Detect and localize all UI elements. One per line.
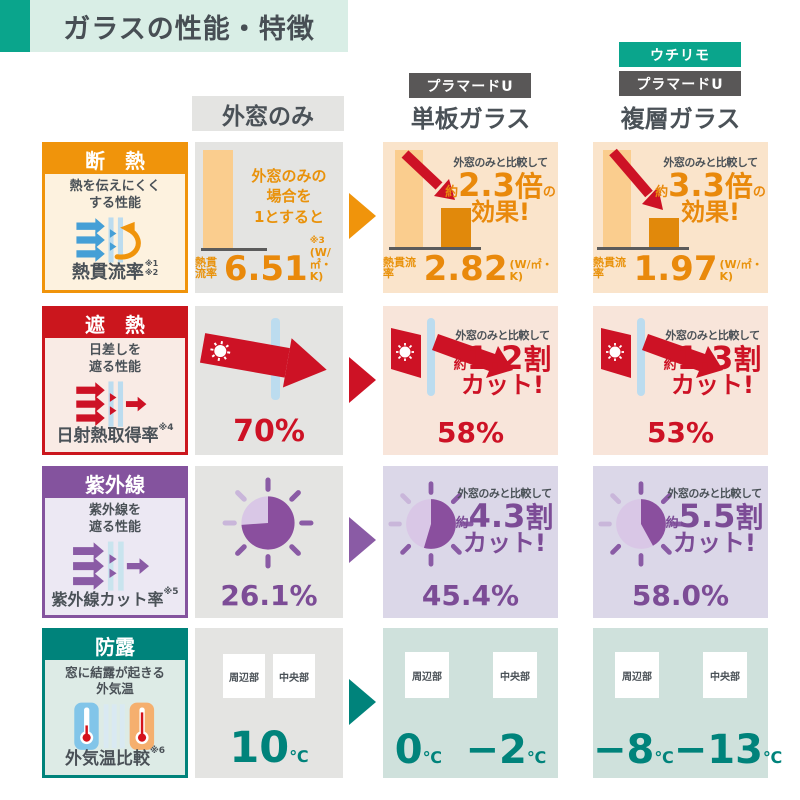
insulation-outer-caption: 外窓のみの 場合を 1とすると	[251, 167, 327, 226]
drop-arrow-icon	[609, 148, 663, 210]
label-center-part: 中央部	[703, 652, 747, 698]
insulation-outer-note: ※3	[309, 235, 325, 246]
condensation-double-center-value: −13℃	[673, 726, 783, 773]
column-header-double-glass: 複層ガラス	[620, 105, 741, 133]
bar-baseline	[389, 247, 481, 250]
insulation-single-callout: 外窓のみと比較して 約2.3倍の 効果!	[445, 156, 556, 226]
insulation-single-cell: 外窓のみと比較して 約2.3倍の 効果! 熱貫流率 2.82 (W/㎡・K)	[383, 142, 558, 293]
uv-icon	[73, 541, 150, 591]
shading-icon	[76, 381, 147, 427]
flow-arrow-shading	[349, 357, 376, 403]
uv-single-value: 45.4%	[421, 579, 520, 612]
condensation-single-center-value: −2℃	[465, 726, 547, 773]
shading-single-value: 58%	[436, 416, 505, 449]
uv-double-value: 58.0%	[631, 579, 730, 612]
bar-baseline	[201, 248, 267, 251]
insulation-double-value: 1.97	[633, 249, 718, 290]
bar-baseline	[597, 247, 689, 250]
title-accent-square	[0, 0, 30, 52]
insulation-metric: 熱貫流率 ※1 ※2	[71, 258, 159, 283]
condensation-icon	[74, 702, 155, 750]
flow-arrow-uv	[349, 517, 376, 563]
column-header-outer-label: 外窓のみ	[222, 103, 314, 130]
uv-double-cell: 外窓のみと比較して 約5.5割 カット! 58.0%	[593, 466, 768, 618]
condensation-double-edge-value: −8℃	[593, 726, 674, 773]
insulation-double-cell: 外窓のみと比較して 約3.3倍の 効果! 熱貫流率 1.97 (W/㎡・K)	[593, 142, 768, 293]
uv-desc: 紫外線を 遮る性能	[88, 503, 141, 535]
insulation-outer-cell: 外窓のみの 場合を 1とすると 熱貫流率 6.51 ※3 (W/㎡・K)	[195, 142, 343, 293]
bar-improved	[441, 208, 471, 247]
sun-arrow-icon	[199, 318, 327, 400]
insulation-outer-value: 6.51	[223, 249, 308, 290]
column-header-single-glass: 単板ガラス	[410, 105, 531, 133]
flow-arrow-insulation	[349, 193, 376, 239]
label-edge-part: 周辺部	[615, 652, 659, 698]
insulation-desc: 熱を伝えにくく する性能	[69, 179, 161, 211]
insulation-double-callout: 外窓のみと比較して 約3.3倍の 効果!	[655, 156, 766, 226]
shading-single-cell: 外窓のみと比較して 約1.2割 カット! 58%	[383, 306, 558, 455]
label-edge-part: 周辺部	[405, 652, 449, 698]
title-banner: ガラスの性能・特徴	[30, 0, 348, 52]
uv-single-callout: 外窓のみと比較して 約4.3割 カット!	[455, 487, 554, 557]
label-center-part: 中央部	[273, 654, 315, 698]
shading-metric: 日射熱取得率 ※4	[56, 423, 174, 446]
condensation-double-cell: 周辺部 中央部 −8℃ −13℃	[593, 628, 782, 778]
label-center-part: 中央部	[493, 652, 537, 698]
condensation-single-cell: 周辺部 中央部 0℃ −2℃	[383, 628, 558, 778]
insulation-outer-value-line: 熱貫流率 6.51 ※3 (W/㎡・K)	[195, 235, 343, 290]
uv-header: 紫外線	[45, 469, 185, 498]
condensation-desc: 窓に結露が起きる 外気温	[65, 665, 165, 697]
shading-double-callout: 外窓のみと比較して 約1.3割 カット!	[663, 329, 762, 399]
drop-arrow-icon	[401, 150, 455, 200]
uv-outer-cell: 26.1%	[195, 466, 343, 618]
flow-arrow-condensation	[349, 679, 376, 725]
row-label-uv: 紫外線 紫外線を 遮る性能 紫外線カット率 ※5	[42, 466, 188, 618]
shading-double-value: 53%	[646, 416, 715, 449]
column-header-outer-only: 外窓のみ	[192, 96, 344, 131]
condensation-metric: 外気温比較 ※6	[64, 746, 165, 769]
label-edge-part: 周辺部	[223, 654, 265, 698]
page-title: ガラスの性能・特徴	[63, 13, 315, 45]
uv-outer-value: 26.1%	[220, 579, 318, 612]
shading-outer-cell: 70%	[195, 306, 343, 455]
insulation-single-value-line: 熱貫流率 2.82 (W/㎡・K)	[383, 249, 553, 290]
row-label-shading: 遮 熱 日差しを 遮る性能 日射熱取得率 ※4	[42, 306, 188, 455]
uv-pie-sun-icon	[388, 481, 474, 567]
shading-double-cell: 外窓のみと比較して 約1.3割 カット! 53%	[593, 306, 768, 455]
shading-header: 遮 熱	[45, 309, 185, 338]
insulation-header: 断 熱	[45, 145, 185, 174]
badge-plamade-u-single: プラマードU	[409, 73, 531, 98]
insulation-single-value: 2.82	[423, 249, 508, 290]
sun-arrow-cut-icon	[601, 318, 723, 396]
bar-improved	[649, 218, 679, 247]
condensation-outer-cell: 周辺部 中央部 10℃	[195, 628, 343, 778]
uv-double-callout: 外窓のみと比較して 約5.5割 カット!	[665, 487, 764, 557]
shading-desc: 日差しを 遮る性能	[88, 343, 141, 375]
badge-uchirimo: ウチリモ	[619, 42, 741, 67]
shading-single-callout: 外窓のみと比較して 約1.2割 カット!	[453, 329, 552, 399]
uv-single-cell: 外窓のみと比較して 約4.3割 カット! 45.4%	[383, 466, 558, 618]
insulation-icon	[76, 217, 141, 263]
badge-plamade-u-double: プラマードU	[619, 71, 741, 96]
uv-metric: 紫外線カット率 ※5	[51, 587, 179, 609]
insulation-double-value-line: 熱貫流率 1.97 (W/㎡・K)	[593, 249, 763, 290]
bar-outer-reference	[203, 150, 233, 248]
shading-outer-value: 70%	[233, 414, 305, 449]
row-label-insulation: 断 熱 熱を伝えにくく する性能 熱貫流率 ※1 ※2	[42, 142, 188, 293]
condensation-header: 防露	[45, 631, 185, 660]
row-label-condensation: 防露 窓に結露が起きる 外気温 外気温比較 ※6	[42, 628, 188, 778]
insulation-metric-notes: ※1 ※2	[144, 258, 159, 278]
uv-pie-sun-icon	[598, 481, 684, 567]
uv-pie-sun-icon	[222, 477, 314, 569]
condensation-single-edge-value: 0℃	[394, 726, 442, 773]
insulation-unit: (W/㎡・K)	[309, 245, 332, 283]
condensation-outer-value: 10℃	[229, 723, 309, 774]
sun-arrow-cut-icon	[391, 318, 513, 396]
